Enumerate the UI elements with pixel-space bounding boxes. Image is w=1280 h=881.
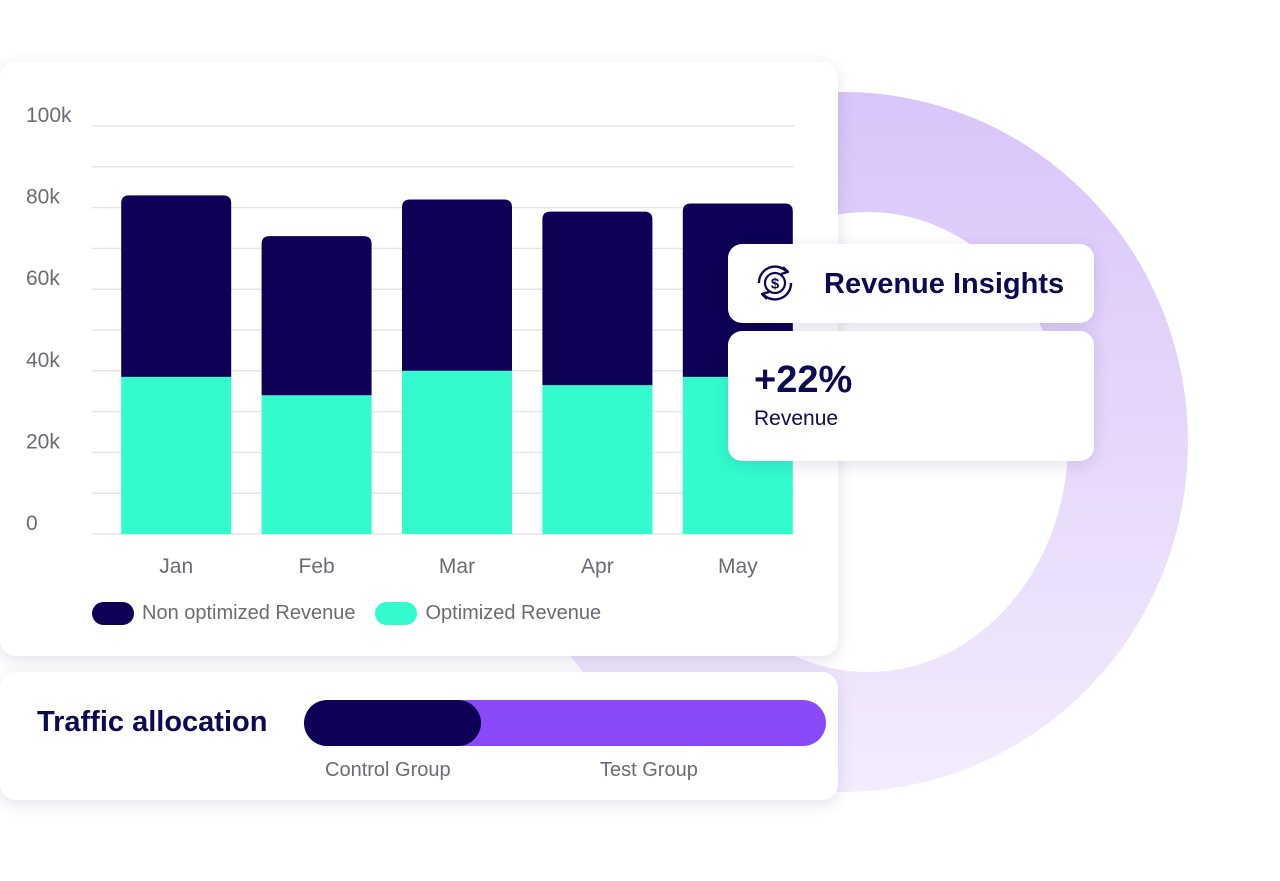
- bar-non-optimized-feb: [261, 236, 372, 396]
- y-tick-label: 60k: [26, 267, 60, 290]
- x-tick-label: May: [718, 555, 758, 578]
- control-group-segment: [304, 700, 482, 746]
- revenue-insights-card: $ Revenue Insights: [728, 244, 1094, 323]
- y-tick-label: 100k: [26, 104, 72, 127]
- control-group-label: Control Group: [325, 759, 451, 781]
- y-tick-label: 20k: [26, 430, 60, 453]
- legend-swatch-non-optimized: [92, 601, 134, 625]
- legend-swatch-optimized: [375, 601, 418, 625]
- bar-non-optimized-jan: [121, 195, 232, 377]
- legend-item-optimized: Optimized Revenue: [375, 601, 602, 625]
- insights-title: Revenue Insights: [824, 268, 1065, 300]
- bar-optimized-mar: [402, 370, 512, 534]
- legend-label-optimized: Optimized Revenue: [425, 601, 602, 624]
- traffic-allocation-bar: [304, 700, 826, 746]
- x-tick-label: Apr: [581, 555, 614, 578]
- test-group-label: Test Group: [600, 759, 698, 781]
- x-tick-label: Mar: [439, 555, 475, 578]
- bar-non-optimized-apr: [542, 211, 653, 386]
- y-tick-label: 80k: [26, 186, 60, 209]
- traffic-allocation-title: Traffic allocation: [37, 706, 268, 738]
- x-tick-label: Feb: [299, 555, 335, 578]
- revenue-change-value: +22%: [754, 359, 853, 401]
- y-tick-label: 0: [26, 512, 38, 535]
- x-tick-label: Jan: [159, 555, 193, 578]
- revenue-chart-card: 0 20k 40k 60k 80k 100k Jan Feb Mar Apr May: [0, 62, 838, 656]
- dollar-cycle-icon: $: [757, 265, 793, 301]
- legend-label-non-optimized: Non optimized Revenue: [142, 601, 356, 624]
- svg-text:$: $: [771, 276, 780, 293]
- y-tick-label: 40k: [26, 349, 60, 372]
- bar-optimized-feb: [261, 395, 372, 534]
- bar-optimized-jan: [121, 376, 232, 534]
- bar-optimized-apr: [542, 385, 653, 534]
- revenue-stat-card: +22% Revenue: [728, 331, 1094, 461]
- revenue-change-label: Revenue: [754, 407, 839, 430]
- legend-item-non-optimized: Non optimized Revenue: [92, 601, 356, 625]
- revenue-chart: 0 20k 40k 60k 80k 100k Jan Feb Mar Apr May: [26, 104, 794, 578]
- chart-legend: Non optimized Revenue Optimized Revenue: [92, 601, 621, 625]
- bar-non-optimized-mar: [402, 199, 512, 371]
